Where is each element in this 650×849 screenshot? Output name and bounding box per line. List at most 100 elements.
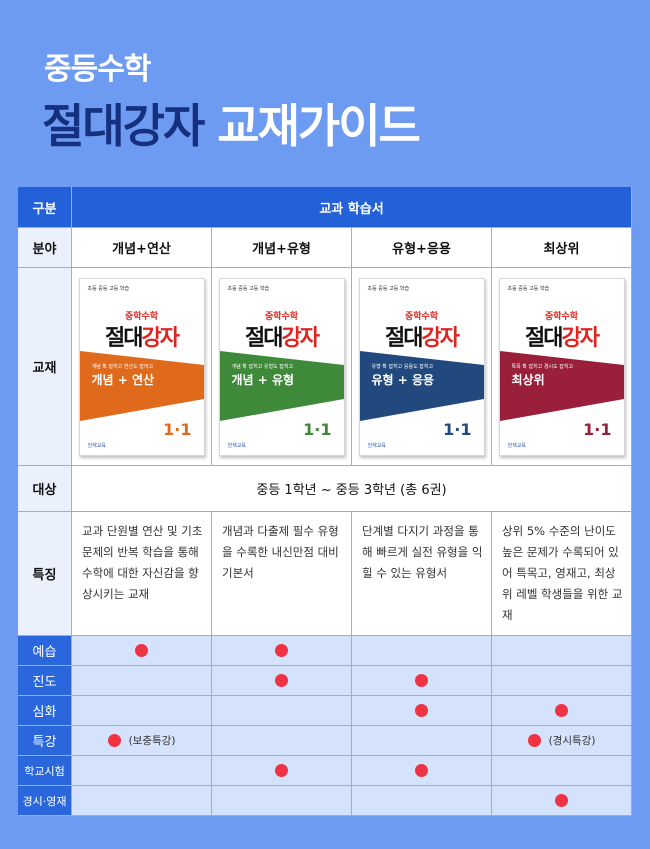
header-span: 교과 학습서 xyxy=(72,187,632,228)
book-tag: 초등 중등 고등 학습 xyxy=(507,285,550,292)
level-cell xyxy=(352,756,492,786)
book-publisher: 천재교육 xyxy=(507,442,526,449)
book-kind: 유형 + 응용 xyxy=(371,372,435,387)
field-cell: 유형+응용 xyxy=(352,228,492,268)
level-label: 예습 xyxy=(18,636,72,666)
guide-table: 구분 교과 학습서 분야 개념+연산 개념+유형 유형+응용 최상위 교재 초등… xyxy=(18,187,632,816)
level-cell xyxy=(352,636,492,666)
book-mark-a: 절대 xyxy=(105,325,144,351)
level-cell xyxy=(212,696,352,726)
recommend-dot-icon xyxy=(275,674,288,687)
book-band xyxy=(219,350,344,421)
level-cell xyxy=(72,636,212,666)
level-rows: 예습 진도 심화 특강 (보충특강) (경시특강) 학교시험 경시·영재 xyxy=(18,636,632,816)
recommend-dot-icon xyxy=(415,764,428,777)
level-cell xyxy=(492,636,632,666)
level-row: 특강 (보충특강) (경시특강) xyxy=(18,726,632,756)
level-cell xyxy=(212,726,352,756)
level-note: (경시특강) xyxy=(548,735,596,747)
book-cell: 초등 중등 고등 학습 중학수학 절대강자 개념 확 잡히고 연산도 잡히고 개념 + … xyxy=(72,268,212,466)
level-cell xyxy=(492,786,632,816)
recommend-dot-icon xyxy=(415,674,428,687)
book-mark-b: 강자 xyxy=(141,325,181,351)
book-grade: 1·1 xyxy=(163,419,192,439)
book-mark: 절대강자 xyxy=(80,320,204,352)
level-cell xyxy=(212,636,352,666)
target-label: 대상 xyxy=(18,466,72,512)
level-cell xyxy=(212,756,352,786)
book-mark-a: 절대 xyxy=(525,325,564,351)
field-row: 분야 개념+연산 개념+유형 유형+응용 최상위 xyxy=(18,228,632,268)
target-row: 대상 중등 1학년 ~ 중등 3학년 (총 6권) xyxy=(18,466,632,512)
recommend-dot-icon xyxy=(555,794,568,807)
level-row: 경시·영재 xyxy=(18,786,632,816)
level-label: 심화 xyxy=(18,696,72,726)
book-mark: 절대강자 xyxy=(500,320,624,352)
book-mark-b: 강자 xyxy=(421,325,461,351)
level-cell xyxy=(72,666,212,696)
book-grade: 1·1 xyxy=(583,419,612,439)
recommend-dot-icon xyxy=(135,644,148,657)
level-row: 진도 xyxy=(18,666,632,696)
book-tag: 초등 중등 고등 학습 xyxy=(367,285,410,292)
book-series: 중학수학 xyxy=(544,311,579,322)
header-label: 구분 xyxy=(18,187,72,228)
book-band xyxy=(499,350,624,421)
level-row: 학교시험 xyxy=(18,756,632,786)
book-kind: 최상위 xyxy=(511,372,545,387)
table-header-row: 구분 교과 학습서 xyxy=(18,187,632,228)
level-label: 진도 xyxy=(18,666,72,696)
field-cell: 최상위 xyxy=(492,228,632,268)
level-label: 특강 xyxy=(18,726,72,756)
book-cell: 초등 중등 고등 학습 중학수학 절대강자 개념 확 잡히고 유형도 잡히고 개념 + … xyxy=(212,268,352,466)
level-label: 학교시험 xyxy=(18,756,72,786)
recommend-dot-icon xyxy=(275,764,288,777)
book-publisher: 천재교육 xyxy=(87,442,106,449)
book-band xyxy=(359,350,484,421)
level-cell xyxy=(352,726,492,756)
book-note: 유형 확 잡히고 응용도 잡히고 xyxy=(371,363,434,370)
book-label: 교재 xyxy=(18,268,72,466)
field-cell: 개념+연산 xyxy=(72,228,212,268)
book-series: 중학수학 xyxy=(264,311,299,322)
book-mark-a: 절대 xyxy=(245,325,284,351)
level-row: 심화 xyxy=(18,696,632,726)
level-cell xyxy=(492,666,632,696)
recommend-dot-icon xyxy=(415,704,428,717)
book-grade: 1·1 xyxy=(443,419,472,439)
book-mark: 절대강자 xyxy=(360,320,484,352)
recommend-dot-icon xyxy=(555,704,568,717)
field-cell: 개념+유형 xyxy=(212,228,352,268)
feature-text: 교과 단원별 연산 및 기초문제의 반복 학습을 통해 수학에 대한 자신감을 … xyxy=(72,512,212,636)
book-kind: 개념 + 연산 xyxy=(91,372,155,387)
page-title: 절대강자 교재가이드 xyxy=(42,90,421,156)
book-mark-b: 강자 xyxy=(281,325,321,351)
book-note: 특목 확 잡히고 경시도 잡히고 xyxy=(511,363,574,370)
level-cell xyxy=(492,696,632,726)
book-series: 중학수학 xyxy=(404,311,439,322)
book-series: 중학수학 xyxy=(124,311,159,322)
title-light: 교재가이드 xyxy=(217,99,421,153)
feature-text: 단계별 다지기 과정을 통해 빠르게 실전 유형을 익힐 수 있는 유형서 xyxy=(352,512,492,636)
book-grade: 1·1 xyxy=(303,419,332,439)
level-note: (보충특강) xyxy=(128,735,176,747)
level-cell xyxy=(212,786,352,816)
level-cell xyxy=(72,786,212,816)
book-publisher: 천재교육 xyxy=(367,442,386,449)
book-mark: 절대강자 xyxy=(220,320,344,352)
level-cell: (경시특강) xyxy=(492,726,632,756)
level-cell xyxy=(72,696,212,726)
level-cell xyxy=(352,786,492,816)
book-cover: 초등 중등 고등 학습 중학수학 절대강자 개념 확 잡히고 유형도 잡히고 개념 + … xyxy=(218,277,345,456)
book-note: 개념 확 잡히고 유형도 잡히고 xyxy=(231,363,294,370)
level-cell xyxy=(72,756,212,786)
recommend-dot-icon xyxy=(107,734,121,747)
book-tag: 초등 중등 고등 학습 xyxy=(87,285,130,292)
feature-text: 상위 5% 수준의 난이도 높은 문제가 수록되어 있어 특목고, 영재고, 최… xyxy=(492,512,632,636)
book-publisher: 천재교육 xyxy=(227,442,246,449)
recommend-dot-icon xyxy=(527,734,541,747)
level-cell: (보충특강) xyxy=(72,726,212,756)
